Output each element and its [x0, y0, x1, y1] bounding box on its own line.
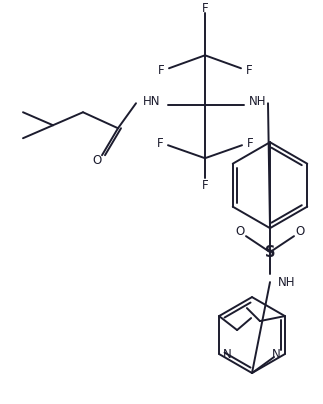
Text: N: N	[223, 347, 232, 360]
Text: F: F	[247, 137, 253, 150]
Text: F: F	[157, 137, 163, 150]
Text: F: F	[158, 64, 164, 77]
Text: F: F	[246, 64, 252, 77]
Text: NH: NH	[278, 276, 296, 288]
Text: HN: HN	[143, 95, 161, 108]
Text: O: O	[92, 154, 102, 167]
Text: NH: NH	[249, 95, 267, 108]
Text: N: N	[272, 347, 281, 360]
Text: F: F	[202, 2, 208, 15]
Text: O: O	[295, 225, 305, 238]
Text: S: S	[265, 245, 275, 260]
Text: F: F	[202, 179, 208, 191]
Text: O: O	[235, 225, 245, 238]
